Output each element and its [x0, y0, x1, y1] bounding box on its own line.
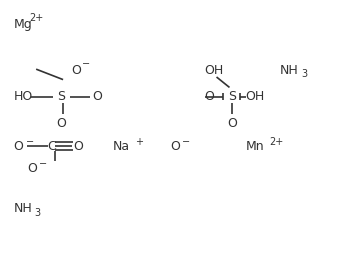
Text: 3: 3 [34, 208, 40, 218]
Text: −: − [182, 137, 191, 147]
Text: O: O [57, 117, 66, 130]
Text: O: O [205, 90, 214, 103]
Text: O: O [170, 140, 180, 153]
Text: O: O [92, 90, 102, 103]
Text: 2+: 2+ [29, 13, 43, 23]
Text: −: − [82, 59, 90, 69]
Text: NH: NH [14, 202, 32, 215]
Text: O: O [14, 140, 24, 153]
Text: 3: 3 [302, 69, 308, 79]
Text: +: + [135, 137, 143, 147]
Text: NH: NH [280, 64, 298, 77]
Text: O: O [27, 162, 37, 175]
Text: O: O [73, 140, 83, 153]
Text: Mg: Mg [14, 18, 32, 31]
Text: Na: Na [113, 140, 130, 153]
Text: −: − [26, 137, 34, 147]
Text: OH: OH [205, 64, 224, 77]
Text: S: S [57, 90, 65, 103]
Text: Mn: Mn [246, 140, 264, 153]
Text: O: O [227, 117, 237, 130]
Text: S: S [228, 90, 236, 103]
Text: HO: HO [14, 90, 33, 103]
Text: −: − [39, 159, 47, 169]
Text: OH: OH [246, 90, 265, 103]
Text: C: C [47, 140, 56, 153]
Text: 2+: 2+ [269, 137, 284, 147]
Text: O: O [72, 64, 81, 77]
